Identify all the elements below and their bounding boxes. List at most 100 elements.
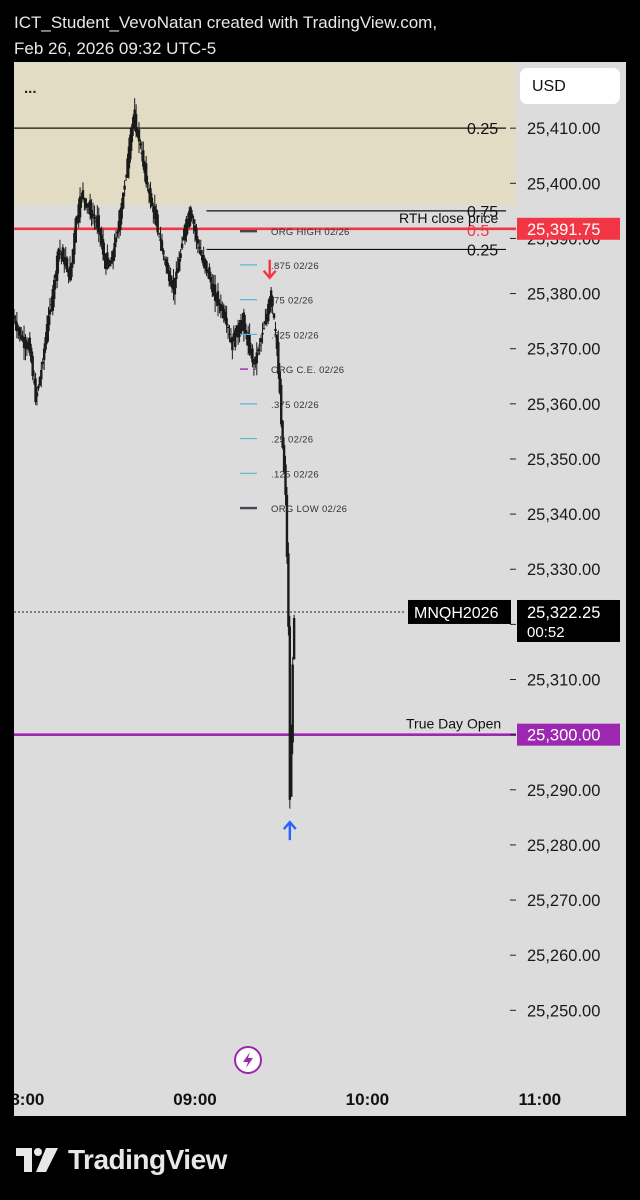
candle-body	[261, 332, 264, 335]
currency-button[interactable]: USD	[532, 78, 566, 95]
sell-signal-arrow-icon	[262, 259, 277, 280]
candle-body	[236, 326, 240, 338]
price-chart[interactable]: 0.25 0.75 0.5 0.25 RTH close price True Day O…	[14, 62, 626, 1116]
candle-body	[111, 251, 115, 262]
y-tick-label: 25,410.00	[527, 120, 600, 138]
y-tick-label: 25,360.00	[527, 396, 600, 414]
candle-body	[189, 207, 192, 222]
candle-body	[35, 392, 39, 397]
candle-body	[288, 626, 292, 800]
candle-body	[70, 263, 73, 278]
candle-body	[25, 342, 29, 350]
candle-body	[165, 259, 168, 267]
y-tick-label: 25,350.00	[527, 451, 600, 469]
candle-body	[212, 284, 215, 296]
candle-body	[88, 200, 92, 215]
candle-body	[45, 324, 49, 343]
candle-body	[166, 262, 169, 274]
candle-body	[208, 267, 211, 280]
candle-body	[50, 304, 53, 306]
candle-body	[249, 351, 253, 355]
candle-body	[91, 213, 95, 217]
candle-body	[272, 313, 276, 319]
candle-body	[147, 189, 151, 194]
candle-body	[229, 338, 233, 343]
candle-body	[259, 338, 263, 343]
candle-body	[160, 240, 164, 251]
candle-body	[275, 334, 279, 349]
candle-body	[209, 277, 213, 283]
candle-body	[170, 279, 174, 288]
candle-body	[30, 347, 33, 362]
candle-body	[144, 163, 148, 184]
chart-canvas[interactable]: 0.25 0.75 0.5 0.25 RTH close price True Day O…	[14, 62, 626, 1116]
candle-body	[76, 216, 79, 220]
candle-body	[215, 296, 218, 302]
candle-body	[284, 464, 287, 495]
candle-body	[140, 152, 144, 155]
candle-body	[38, 377, 42, 386]
currency-button-bg[interactable]	[520, 68, 620, 104]
candle-body	[213, 284, 217, 301]
candle-body	[169, 274, 172, 286]
org-label-5: .375 02/26	[271, 400, 319, 411]
candle-body	[109, 264, 112, 267]
candle-body	[199, 250, 202, 255]
chart-attribution: ICT_Student_VevoNatan created with Tradi…	[14, 10, 614, 62]
candle-body	[258, 344, 261, 346]
org-label-8: ORG LOW 02/26	[271, 504, 347, 515]
true-day-open-price-tag: 25,300.00	[527, 727, 600, 745]
candle-body	[180, 243, 184, 249]
candle-body	[14, 320, 17, 325]
candle-body	[15, 322, 19, 332]
rth-close-price-tag-bg	[517, 217, 620, 240]
candle-body	[267, 303, 270, 322]
x-tick-label: 11:00	[519, 1090, 562, 1109]
symbol-tag-bg	[408, 599, 511, 624]
candle-body	[248, 334, 251, 354]
candle-body	[167, 270, 171, 282]
candle-body	[134, 114, 138, 133]
y-tick-label: 25,400.00	[527, 175, 600, 193]
candle-body	[61, 247, 65, 262]
candle-body	[126, 158, 129, 178]
candle-body	[274, 328, 277, 332]
candle-body	[198, 247, 201, 249]
candle-body	[71, 249, 75, 264]
rth-close-label: RTH close price	[399, 210, 499, 226]
candle-body	[63, 257, 66, 265]
candle-body	[120, 202, 123, 219]
org-label-0: ORG HIGH 02/26	[271, 227, 350, 238]
candle-body	[153, 205, 156, 219]
fib-lower-label-0: 0.75	[467, 204, 498, 221]
candle-body	[142, 150, 145, 167]
candle-body	[116, 232, 119, 234]
tradingview-footer: TradingView	[16, 1140, 227, 1180]
candle-body	[211, 283, 214, 292]
candle-body	[172, 280, 175, 290]
candle-body	[31, 355, 34, 377]
candle-body	[21, 336, 24, 341]
candle-body	[143, 162, 146, 174]
candle-body	[290, 736, 293, 797]
candle-body	[238, 322, 241, 337]
candle-body	[186, 219, 190, 223]
candle-body	[73, 233, 76, 255]
candle-body	[292, 618, 296, 660]
candle-body	[251, 348, 254, 363]
buy-signal-arrow-icon	[282, 820, 297, 841]
org-label-7: .125 02/26	[271, 469, 319, 480]
candle-body	[287, 553, 290, 627]
attribution-line-1: ICT_Student_VevoNatan created with Tradi…	[14, 13, 438, 32]
candle-body	[291, 664, 294, 743]
lightning-icon[interactable]	[234, 1046, 262, 1074]
candle-body	[80, 196, 83, 198]
candle-body	[90, 209, 93, 219]
candle-body	[121, 192, 125, 209]
chart-menu-dots[interactable]: ...	[24, 80, 37, 97]
candle-body	[163, 258, 167, 260]
candle-body	[203, 258, 207, 269]
candle-body	[86, 203, 89, 207]
candle-body	[182, 237, 185, 241]
candle-body	[278, 370, 281, 393]
